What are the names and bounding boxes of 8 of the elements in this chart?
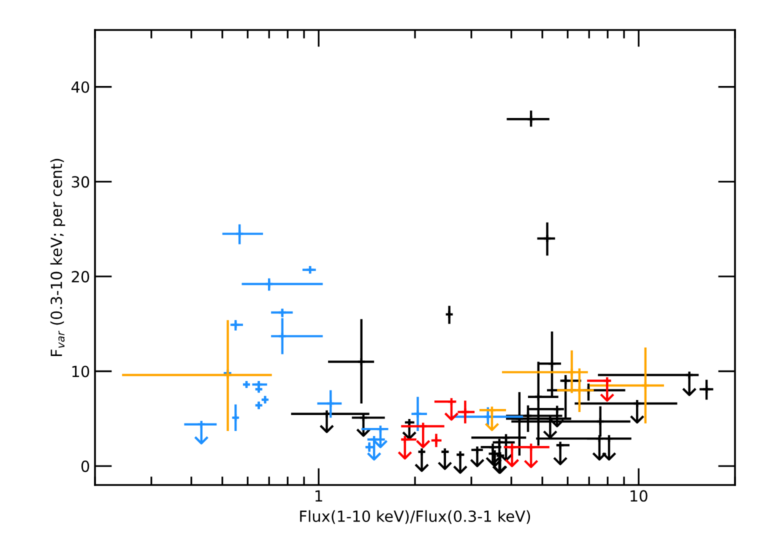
x-tick-label: 1	[315, 490, 322, 502]
y-tick-label: 20	[72, 270, 90, 282]
x-axis-title: Flux(1-10 keV)/Flux(0.3-1 keV)	[300, 510, 530, 524]
y-tick-label: 0	[81, 460, 90, 472]
y-tick-label: 30	[72, 176, 90, 188]
y-tick-label: 40	[71, 81, 90, 93]
y-tick-label: 10	[72, 366, 90, 378]
y-axis-title: F$_{var}$ (0.3-10 keV; per cent)	[50, 158, 66, 356]
